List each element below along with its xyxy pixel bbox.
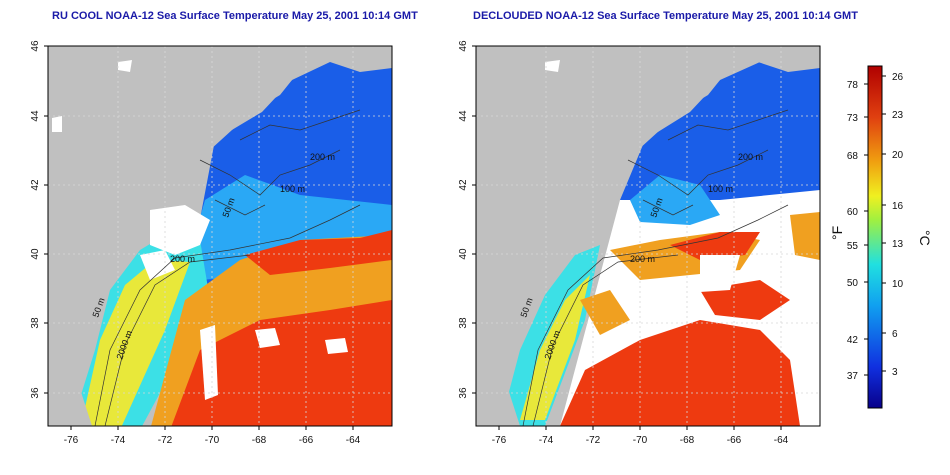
f-tick-label: 37 (847, 371, 859, 382)
y-tick-label: 40 (458, 248, 469, 260)
f-tick-label: 50 (847, 278, 859, 289)
contour-label: 200 m (738, 152, 763, 162)
x-tick-label: -64 (774, 435, 789, 446)
x-tick-label: -76 (492, 435, 507, 446)
y-tick-label: 36 (30, 387, 41, 399)
f-tick-label: 78 (847, 80, 859, 91)
fahrenheit-label: °F (829, 226, 845, 240)
y-tick-label: 44 (30, 110, 41, 122)
y-tick-label: 42 (30, 179, 41, 191)
y-tick-label: 38 (30, 317, 41, 329)
c-tick-label: 26 (892, 72, 904, 83)
contour-label: 200 m (630, 254, 655, 264)
x-tick-label: -66 (727, 435, 742, 446)
axes: -76 -74 -72 -70 -68 -66 -64 36 38 40 42 44 46 -76 -74 -… (30, 40, 789, 446)
c-tick-label: 23 (892, 110, 904, 121)
f-tick-label: 60 (847, 207, 859, 218)
x-tick-label: -74 (111, 435, 126, 446)
x-tick-label: -72 (158, 435, 173, 446)
map-panel-declouded: 100 m 200 m 200 m 50 m 50 m 2000 m (475, 45, 821, 427)
panel-2-title: DECLOUDED NOAA-12 Sea Surface Temperatur… (473, 10, 858, 22)
celsius-label: °C (917, 230, 933, 246)
y-tick-label: 38 (458, 317, 469, 329)
colorbar-ticks: 78 73 68 60 55 50 42 37 26 23 20 16 13 10 6 3 (847, 72, 904, 382)
x-tick-label: -72 (586, 435, 601, 446)
contour-label: 200 m (170, 254, 195, 264)
x-tick-label: -68 (680, 435, 695, 446)
c-tick-label: 13 (892, 239, 904, 250)
panel-1-title: RU COOL NOAA-12 Sea Surface Temperature … (52, 10, 418, 22)
y-tick-label: 46 (30, 40, 41, 52)
x-tick-label: -70 (633, 435, 648, 446)
f-tick-label: 68 (847, 151, 859, 162)
x-tick-label: -64 (346, 435, 361, 446)
f-tick-label: 42 (847, 335, 859, 346)
x-tick-label: -68 (252, 435, 267, 446)
y-tick-label: 46 (458, 40, 469, 52)
x-tick-label: -70 (205, 435, 220, 446)
y-tick-label: 40 (30, 248, 41, 260)
c-tick-label: 3 (892, 367, 898, 378)
f-tick-label: 55 (847, 241, 859, 252)
contour-label: 100 m (708, 184, 733, 194)
c-tick-label: 10 (892, 279, 904, 290)
contour-label: 100 m (280, 184, 305, 194)
x-tick-label: -74 (539, 435, 554, 446)
y-tick-label: 44 (458, 110, 469, 122)
y-tick-label: 42 (458, 179, 469, 191)
x-tick-label: -66 (299, 435, 314, 446)
c-tick-label: 20 (892, 150, 904, 161)
x-tick-label: -76 (64, 435, 79, 446)
f-tick-label: 73 (847, 113, 859, 124)
colorbar (867, 65, 883, 409)
c-tick-label: 16 (892, 201, 904, 212)
contour-label: 200 m (310, 152, 335, 162)
c-tick-label: 6 (892, 329, 898, 340)
map-panel-raw: 100 m 200 m 200 m 50 m 50 m 2000 m (47, 45, 393, 427)
y-tick-label: 36 (458, 387, 469, 399)
